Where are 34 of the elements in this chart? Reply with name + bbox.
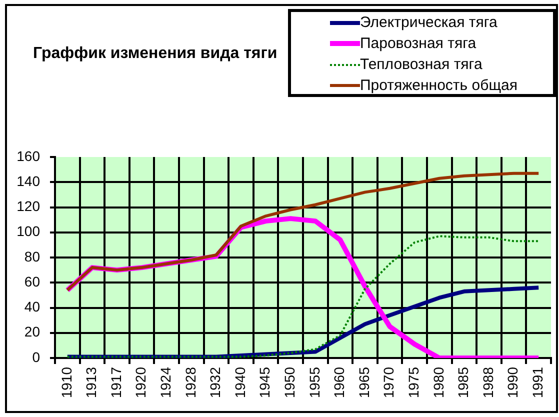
legend-label: Паровозная тяга <box>360 34 476 52</box>
y-tick-label: 140 <box>16 172 40 189</box>
legend-label: Электрическая тяга <box>360 14 498 32</box>
x-tick-label: 1950 <box>281 366 298 398</box>
legend-label: Тепловозная тяга <box>360 56 482 74</box>
x-tick-label: 1910 <box>58 366 74 398</box>
y-tick-label: 120 <box>16 198 40 214</box>
x-tick-label: 1928 <box>182 366 198 398</box>
x-tick-label: 1960 <box>331 366 348 398</box>
x-tick-label: 1985 <box>455 366 472 398</box>
x-tick-label: 1988 <box>480 366 496 398</box>
chart-title: Граффик изменения вида тяги <box>33 44 278 63</box>
y-tick-label: 80 <box>24 248 40 264</box>
x-tick-label: 1945 <box>256 366 273 398</box>
x-tick-label: 1920 <box>132 366 149 398</box>
x-tick-label: 1940 <box>232 366 248 398</box>
x-tick-label: 1990 <box>504 366 521 398</box>
x-tick-label: 1975 <box>405 366 422 398</box>
y-tick-label: 60 <box>24 273 40 290</box>
x-tick-label: 1955 <box>306 366 322 398</box>
x-tick-label: 1980 <box>430 366 446 398</box>
y-tick-label: 160 <box>16 148 40 164</box>
x-tick-label: 1965 <box>356 366 372 398</box>
x-tick-label: 1932 <box>207 366 224 398</box>
x-tick-label: 1917 <box>108 366 124 398</box>
y-tick-label: 0 <box>32 348 40 365</box>
x-tick-label: 1970 <box>380 366 397 398</box>
legend-label: Протяженность общая <box>360 76 518 94</box>
y-tick-label: 40 <box>24 298 40 315</box>
x-tick-label: 1991 <box>529 366 546 398</box>
x-tick-label: 1913 <box>83 366 100 398</box>
y-tick-label: 20 <box>24 324 40 340</box>
x-tick-label: 1924 <box>157 366 174 398</box>
y-tick-label: 100 <box>16 223 40 240</box>
